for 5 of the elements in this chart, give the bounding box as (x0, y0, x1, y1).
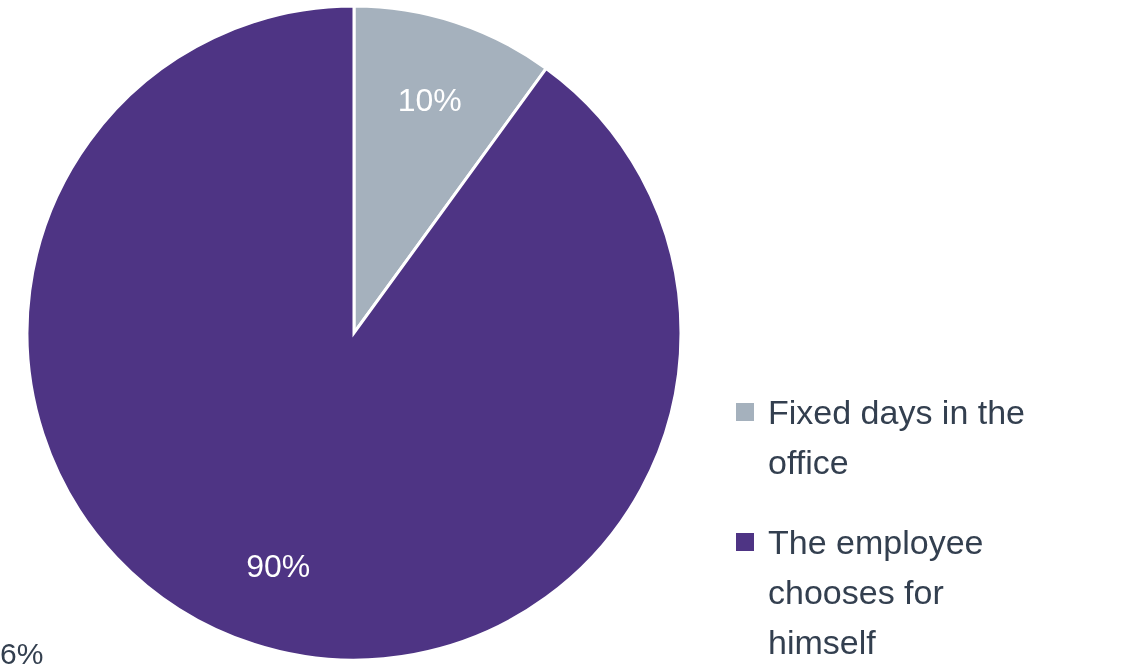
legend-label: The employee chooses for himself (768, 523, 984, 661)
text: 6% (0, 637, 44, 670)
data-label: 10% (397, 81, 462, 118)
data-label: 90% (246, 548, 311, 585)
legend-label: Fixed days in the office (768, 393, 1026, 481)
